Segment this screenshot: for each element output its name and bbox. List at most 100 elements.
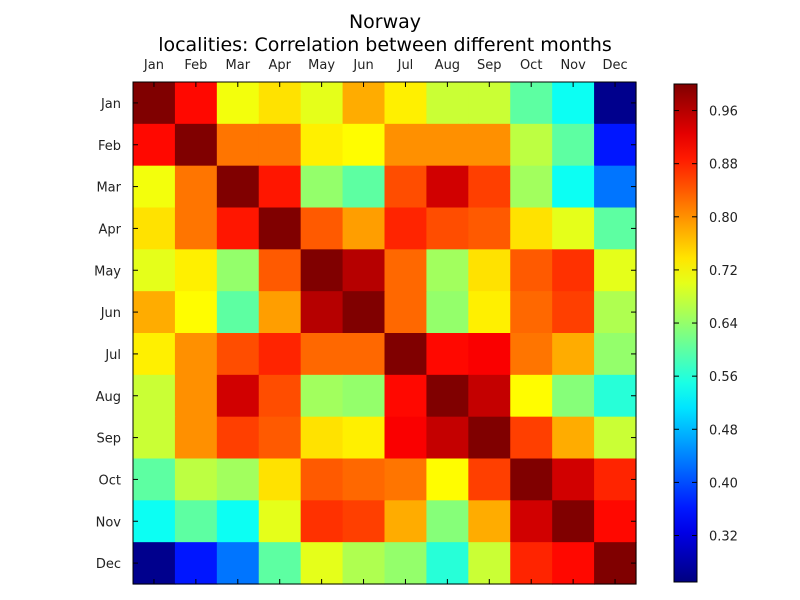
heatmap-cell xyxy=(384,165,428,209)
heatmap-cell xyxy=(133,542,176,585)
chart-title: Norway xyxy=(349,11,421,33)
colorbar-tick-label: 0.32 xyxy=(709,530,738,545)
heatmap-cell xyxy=(133,291,176,334)
heatmap-cell xyxy=(342,291,386,334)
heatmap-cell xyxy=(258,542,302,585)
heatmap-cell xyxy=(594,500,637,543)
y-tick-label: Mar xyxy=(96,181,121,196)
heatmap-cell xyxy=(300,416,344,460)
x-tick-label: Dec xyxy=(602,58,627,73)
y-tick-label: Apr xyxy=(99,222,122,237)
x-tick-label: Sep xyxy=(477,58,502,73)
heatmap-cell xyxy=(384,82,428,125)
heatmap-cell xyxy=(594,374,637,418)
heatmap-cell xyxy=(300,123,344,167)
heatmap-cell xyxy=(216,249,260,292)
heatmap-cell xyxy=(174,374,218,418)
heatmap-cell xyxy=(133,123,176,167)
heatmap-cell xyxy=(133,333,176,376)
heatmap-cell xyxy=(594,165,637,209)
heatmap-cell xyxy=(510,291,553,334)
heatmap-cell xyxy=(426,82,469,125)
heatmap-cell xyxy=(216,291,260,334)
heatmap-cell xyxy=(468,165,511,209)
y-tick-label: Nov xyxy=(96,515,122,530)
heatmap-cell xyxy=(133,416,176,460)
heatmap-cell xyxy=(342,333,386,376)
heatmap-cell xyxy=(174,165,218,209)
heatmap-cell xyxy=(510,165,553,209)
heatmap-cell xyxy=(468,82,511,125)
heatmap-cell xyxy=(342,542,386,585)
x-tick-label: Apr xyxy=(268,58,291,73)
heatmap-cell xyxy=(174,207,218,250)
heatmap-cell xyxy=(342,207,386,250)
heatmap-cell xyxy=(258,416,302,460)
heatmap-cell xyxy=(133,207,176,250)
heatmap-cell xyxy=(300,542,344,585)
heatmap-cell xyxy=(594,123,637,167)
heatmap-cell xyxy=(552,374,595,418)
heatmap-cell xyxy=(258,291,302,334)
heatmap-cell xyxy=(300,291,344,334)
heatmap-cell xyxy=(133,458,176,501)
heatmap-cell xyxy=(426,165,469,209)
heatmap-cell xyxy=(342,458,386,501)
heatmap-cell xyxy=(300,165,344,209)
heatmap-cell xyxy=(384,333,428,376)
y-tick-label: May xyxy=(94,264,121,279)
heatmap-cell xyxy=(384,458,428,501)
heatmap-cell xyxy=(468,123,511,167)
x-axis-ticks: Jan Feb Mar Apr May Jun Jul Aug Sep Oct Nov Dec xyxy=(143,58,628,584)
heatmap-cell xyxy=(174,123,218,167)
heatmap-cell xyxy=(216,207,260,250)
heatmap-cell xyxy=(258,165,302,209)
heatmap-cell xyxy=(174,416,218,460)
colorbar-tick-label: 0.56 xyxy=(709,370,738,385)
heatmap-cell xyxy=(426,542,469,585)
heatmap-cell xyxy=(342,374,386,418)
heatmap-cell xyxy=(552,123,595,167)
heatmap-cell xyxy=(468,458,511,501)
colorbar-tick-label: 0.64 xyxy=(709,317,738,332)
heatmap-cell xyxy=(426,500,469,543)
heatmap-cell xyxy=(342,416,386,460)
y-tick-label: Jan xyxy=(100,97,121,112)
heatmap-cell xyxy=(258,500,302,543)
heatmap-cell xyxy=(552,291,595,334)
x-tick-label: Feb xyxy=(184,58,207,73)
heatmap-cell xyxy=(384,542,428,585)
x-tick-label: May xyxy=(308,58,335,73)
heatmap-cell xyxy=(384,291,428,334)
y-tick-label: Sep xyxy=(96,432,121,447)
y-tick-label: Jul xyxy=(104,348,121,363)
heatmap-cells xyxy=(133,82,637,585)
heatmap-cell xyxy=(552,249,595,292)
heatmap-cell xyxy=(552,542,595,585)
heatmap-cell xyxy=(133,374,176,418)
heatmap-cell xyxy=(300,82,344,125)
heatmap-cell xyxy=(258,374,302,418)
x-tick-label: Mar xyxy=(226,58,251,73)
heatmap-cell xyxy=(174,249,218,292)
colorbar-tick-label: 0.72 xyxy=(709,264,738,279)
colorbar-tick-label: 0.80 xyxy=(709,211,738,226)
heatmap-cell xyxy=(133,500,176,543)
heatmap-cell xyxy=(174,333,218,376)
heatmap-cell xyxy=(216,165,260,209)
heatmap-cell xyxy=(216,374,260,418)
heatmap-cell xyxy=(594,416,637,460)
heatmap-cell xyxy=(384,500,428,543)
plot-frame xyxy=(132,81,637,585)
heatmap-cell xyxy=(342,165,386,209)
heatmap-cell xyxy=(510,249,553,292)
heatmap-cell xyxy=(510,542,553,585)
heatmap-cell xyxy=(426,416,469,460)
heatmap-cell xyxy=(342,500,386,543)
heatmap-cell xyxy=(258,333,302,376)
heatmap-cell xyxy=(258,82,302,125)
x-tick-label: Aug xyxy=(435,58,460,73)
heatmap-cell xyxy=(216,458,260,501)
heatmap-cell xyxy=(468,416,511,460)
